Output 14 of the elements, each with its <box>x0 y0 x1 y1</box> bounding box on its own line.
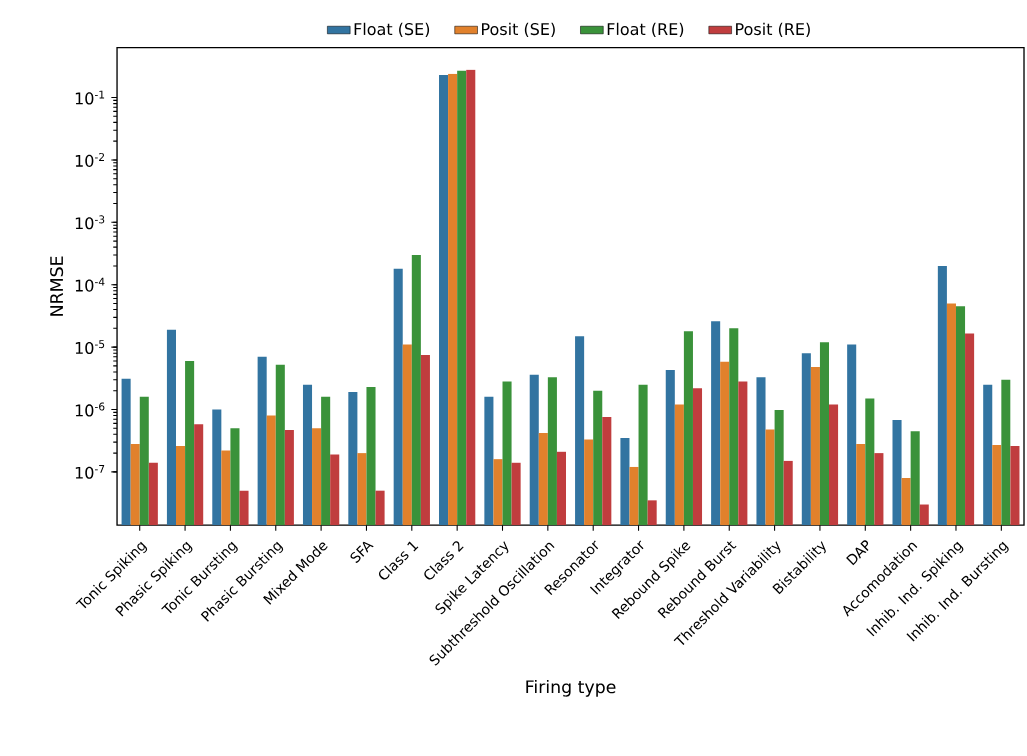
y-tick-label: 10$^{-2}$ <box>75 152 105 167</box>
y-tick-label: 10$^{-5}$ <box>75 340 105 354</box>
legend-label: Float (SE) <box>354 22 430 37</box>
y-tick-label: 10$^{-4}$ <box>75 277 105 292</box>
legend-label: Posit (SE) <box>482 22 555 37</box>
legend-label: Float (RE) <box>607 22 684 37</box>
y-tick-label: 10$^{-3}$ <box>75 215 105 230</box>
x-axis-title: Firing type <box>526 679 616 697</box>
legend-label: Posit (RE) <box>736 22 810 37</box>
x-tick-label: SFA <box>350 541 374 563</box>
y-axis-title: NRMSE <box>50 256 64 316</box>
y-tick-label: 10$^{-7}$ <box>75 464 105 479</box>
y-tick-label: 10$^{-1}$ <box>75 90 105 105</box>
y-tick-label: 10$^{-6}$ <box>75 402 105 417</box>
